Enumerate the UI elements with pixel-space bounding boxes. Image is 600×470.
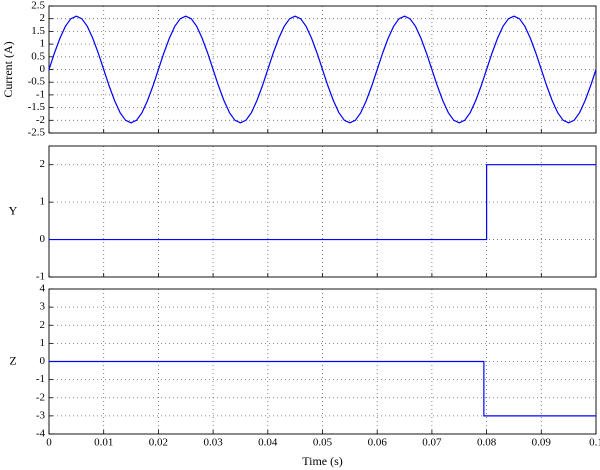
y-axis-label: Y <box>9 203 18 217</box>
x-tick-label: 0.06 <box>368 437 388 449</box>
x-tick-label: 0.04 <box>258 437 278 449</box>
x-tick-label: 0.01 <box>94 437 113 449</box>
plot-frame <box>48 145 597 278</box>
y-tick-label: -2 <box>36 391 45 403</box>
y-tick-label: 0 <box>40 233 46 245</box>
x-tick-label: 0.05 <box>313 437 333 449</box>
y-tick-label: 1 <box>40 337 46 349</box>
y-tick-label: 2 <box>40 12 46 24</box>
y-tick-label: 1 <box>40 38 46 50</box>
x-tick-label: 0.03 <box>203 437 223 449</box>
x-tick-label: 0.07 <box>422 437 442 449</box>
y-tick-label: -4 <box>36 428 46 440</box>
y-tick-label: 2 <box>40 319 46 331</box>
y-tick-label: -1 <box>36 88 45 100</box>
y-tick-label: 2 <box>40 158 46 170</box>
y-axis-label: Z <box>9 353 16 367</box>
y-tick-label: -1 <box>36 271 45 283</box>
x-tick-label: 0.08 <box>477 437 497 449</box>
y-tick-label: -1.5 <box>28 101 46 113</box>
y-tick-label: 0 <box>40 355 46 367</box>
line-series <box>48 15 597 124</box>
y-tick-label: -1 <box>36 373 45 385</box>
x-tick-label: 0 <box>46 437 52 449</box>
y-tick-label: 0 <box>40 63 46 75</box>
y-tick-label: -2.5 <box>28 127 46 139</box>
y-axis-label: Current (A) <box>1 41 15 97</box>
y-tick-label: 0.5 <box>31 50 45 62</box>
x-axis-label: Time (s) <box>302 454 343 468</box>
y-tick-label: 4 <box>40 283 46 295</box>
line-series <box>49 164 596 241</box>
y-tick-label: 1.5 <box>31 25 45 37</box>
y-tick-label: 1 <box>40 196 46 208</box>
y-tick-label: -0.5 <box>28 76 46 88</box>
x-tick-label: 0.1 <box>589 437 600 449</box>
x-tick-label: 0.09 <box>532 437 552 449</box>
y-tick-label: 2.5 <box>31 0 45 12</box>
line-series <box>49 360 596 417</box>
y-tick-label: -3 <box>36 409 46 421</box>
y-tick-label: 3 <box>40 301 46 313</box>
x-tick-label: 0.02 <box>149 437 168 449</box>
y-tick-label: -2 <box>36 114 45 126</box>
